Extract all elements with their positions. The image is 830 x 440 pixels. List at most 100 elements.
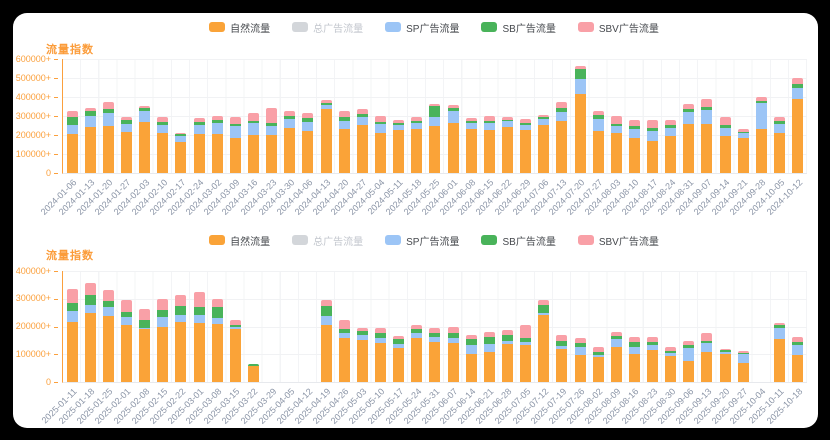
bar[interactable] [755,97,767,173]
legend-item[interactable]: SB广告流量 [481,233,556,248]
bar[interactable] [247,113,259,173]
bar[interactable] [592,110,604,173]
bar[interactable] [610,115,622,173]
bar[interactable] [483,115,495,173]
bar-segment-sb [284,116,296,120]
bar[interactable] [665,120,677,173]
bar[interactable] [120,300,132,382]
bar[interactable] [574,66,586,173]
category: 2025-08-16 [601,271,643,426]
bar[interactable] [774,322,786,382]
bar[interactable] [774,116,786,173]
legend-item[interactable]: 总广告流量 [292,233,363,248]
bar[interactable] [374,116,386,173]
bar[interactable] [139,105,151,173]
bar[interactable] [429,328,441,382]
bar[interactable] [411,116,423,173]
bar[interactable] [683,340,695,382]
bar[interactable] [719,348,731,382]
bar[interactable] [338,110,350,173]
bar[interactable] [193,117,205,173]
category: 2025-09-27 [710,271,752,426]
y-axis-tick [54,326,58,328]
bar[interactable] [701,332,713,382]
bar[interactable] [157,299,169,382]
category: 2024-03-30 [256,59,299,217]
bar[interactable] [592,347,604,382]
bar-segment-sp [157,125,169,134]
bar[interactable] [139,309,151,382]
bar[interactable] [211,115,223,173]
bar[interactable] [266,107,278,173]
bar[interactable] [447,105,459,173]
bar[interactable] [610,332,622,382]
bar[interactable] [175,132,187,173]
category: 2025-08-09 [583,271,625,426]
bar[interactable] [229,320,241,382]
bar[interactable] [356,327,368,382]
bar[interactable] [84,283,96,382]
bar[interactable] [701,99,713,173]
bar[interactable] [229,116,241,173]
bar[interactable] [683,104,695,173]
bar-segment-sbv [338,320,350,330]
bar[interactable] [393,119,405,173]
bar[interactable] [393,335,405,382]
bar[interactable] [628,336,640,382]
bar[interactable] [483,331,495,382]
bar[interactable] [66,111,78,173]
bar[interactable] [520,119,532,173]
bar[interactable] [429,104,441,173]
bar[interactable] [520,324,532,382]
bar[interactable] [356,109,368,173]
bar[interactable] [465,117,477,173]
bar[interactable] [102,102,114,173]
bar[interactable] [719,116,731,173]
bar-segment-sb [628,342,640,347]
legend-item[interactable]: SBV广告流量 [577,233,659,248]
bar[interactable] [556,101,568,173]
bar[interactable] [538,299,550,382]
bar[interactable] [120,116,132,173]
legend-item[interactable]: 自然流量 [209,20,270,35]
legend-item[interactable]: SP广告流量 [385,20,459,35]
bar[interactable] [538,114,550,173]
bar[interactable] [320,100,332,173]
bar[interactable] [102,289,114,382]
bar[interactable] [211,299,223,382]
bar[interactable] [628,120,640,173]
bar[interactable] [374,327,386,382]
bar[interactable] [792,78,804,173]
bar[interactable] [556,335,568,382]
bar[interactable] [193,292,205,382]
legend-item[interactable]: SP广告流量 [385,233,459,248]
y-axis-tick [54,78,58,79]
bar[interactable] [447,327,459,382]
bar[interactable] [465,335,477,382]
bar[interactable] [302,112,314,173]
bar[interactable] [737,129,749,173]
legend-item[interactable]: SBV广告流量 [577,20,659,35]
bar[interactable] [647,336,659,382]
bar-segment-sb [102,300,114,308]
bar[interactable] [175,294,187,382]
bar[interactable] [66,288,78,382]
bar[interactable] [665,346,677,382]
bar[interactable] [157,116,169,173]
bar[interactable] [501,330,513,382]
bar[interactable] [284,110,296,173]
bar[interactable] [247,364,259,382]
bar[interactable] [320,299,332,382]
bar[interactable] [574,337,586,382]
bar[interactable] [501,116,513,173]
bar[interactable] [647,120,659,173]
bar[interactable] [411,324,423,382]
legend-item[interactable]: 总广告流量 [292,20,363,35]
bar[interactable] [792,336,804,382]
bar[interactable] [737,350,749,382]
bar-segment-sbv [610,115,622,124]
legend-item[interactable]: SB广告流量 [481,20,556,35]
bar[interactable] [84,108,96,173]
bar[interactable] [338,320,350,382]
legend-item[interactable]: 自然流量 [209,233,270,248]
